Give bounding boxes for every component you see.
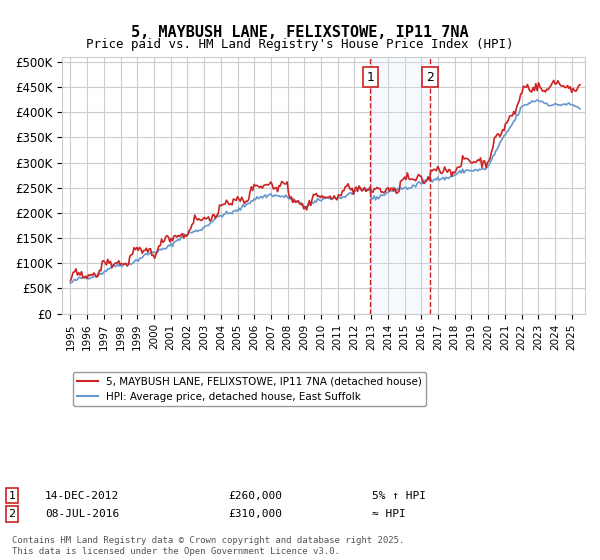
Text: 14-DEC-2012: 14-DEC-2012 xyxy=(45,491,119,501)
Text: £310,000: £310,000 xyxy=(228,509,282,519)
Text: ≈ HPI: ≈ HPI xyxy=(372,509,406,519)
Text: 2: 2 xyxy=(8,509,16,519)
Text: Contains HM Land Registry data © Crown copyright and database right 2025.
This d: Contains HM Land Registry data © Crown c… xyxy=(12,536,404,556)
Text: £260,000: £260,000 xyxy=(228,491,282,501)
Bar xyxy=(370,57,430,314)
Text: Price paid vs. HM Land Registry's House Price Index (HPI): Price paid vs. HM Land Registry's House … xyxy=(86,38,514,51)
Text: 2: 2 xyxy=(426,71,434,83)
Text: 08-JUL-2016: 08-JUL-2016 xyxy=(45,509,119,519)
Legend: 5, MAYBUSH LANE, FELIXSTOWE, IP11 7NA (detached house), HPI: Average price, deta: 5, MAYBUSH LANE, FELIXSTOWE, IP11 7NA (d… xyxy=(73,372,426,406)
Text: 1: 1 xyxy=(367,71,374,83)
Text: 1: 1 xyxy=(8,491,16,501)
Text: 5, MAYBUSH LANE, FELIXSTOWE, IP11 7NA: 5, MAYBUSH LANE, FELIXSTOWE, IP11 7NA xyxy=(131,25,469,40)
Text: 5% ↑ HPI: 5% ↑ HPI xyxy=(372,491,426,501)
